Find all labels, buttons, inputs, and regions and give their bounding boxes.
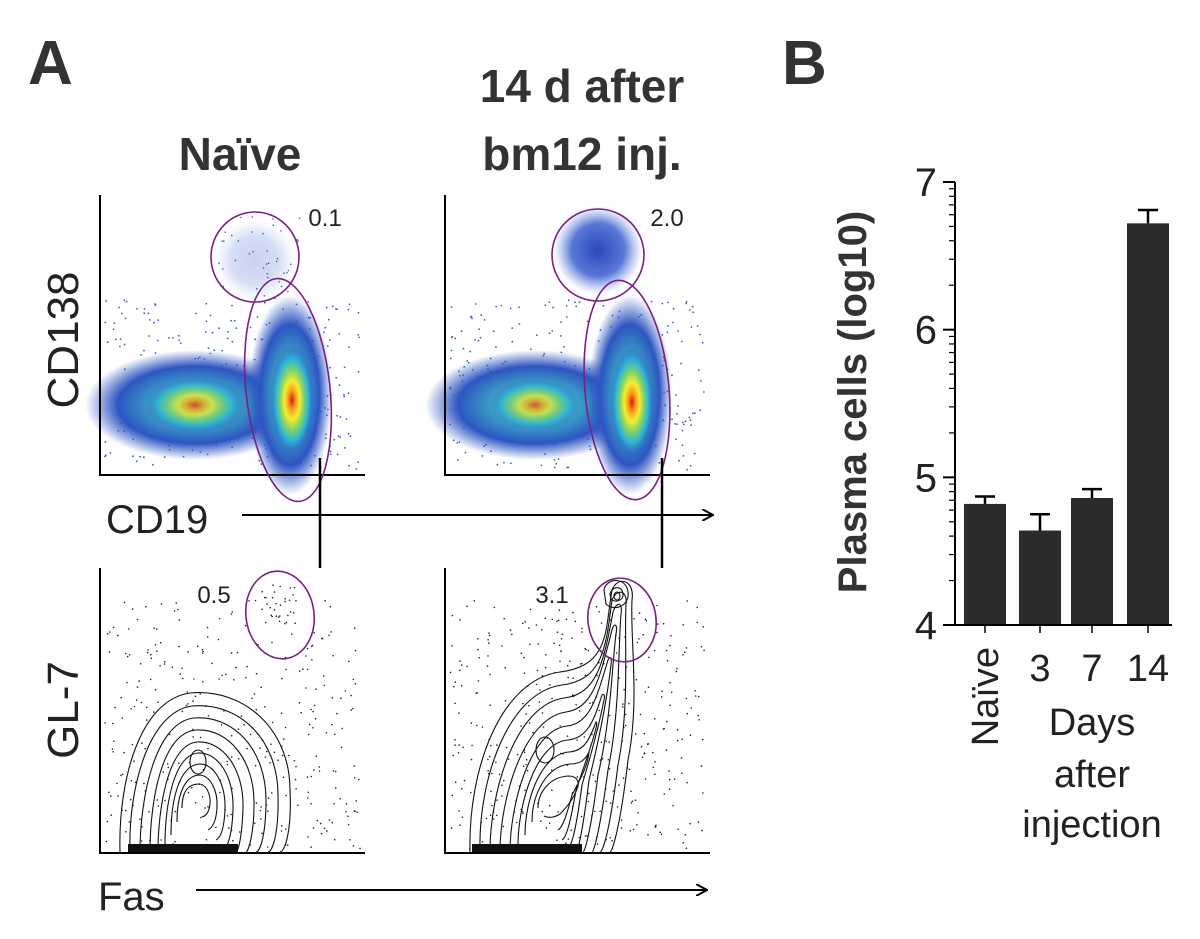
gate-cd19-naive bbox=[243, 277, 333, 503]
bar-0 bbox=[964, 503, 1006, 625]
bar-chart-y-tick-label: 4 bbox=[915, 604, 937, 648]
gate-cd138-treated bbox=[551, 208, 645, 302]
gate-value-naive-gl7: 0.5 bbox=[197, 582, 230, 609]
gate-value-naive-cd138: 0.1 bbox=[308, 205, 341, 232]
gate-value-treated-cd138: 2.0 bbox=[650, 205, 683, 232]
gate-value-treated-gl7: 3.1 bbox=[535, 582, 568, 609]
gate-gl7-treated bbox=[587, 577, 657, 663]
bar-chart-x-category-label: 7 bbox=[1081, 648, 1102, 690]
bar-chart-y-tick-label: 7 bbox=[915, 161, 937, 205]
bar-chart-x-categories: Naïve 3 7 14 bbox=[965, 625, 1169, 746]
bar-chart-x-category-label: 3 bbox=[1029, 648, 1050, 690]
column-header-treated-line1: 14 d after bbox=[480, 60, 685, 112]
bar-chart-x-category-label: 14 bbox=[1127, 648, 1169, 690]
flow-plot-treated-cd138: 2.0 bbox=[425, 195, 710, 501]
x-axis-label-fas: Fas bbox=[98, 875, 165, 919]
x-axis-label-cd19: CD19 bbox=[106, 498, 208, 542]
bar-chart-x-label-line2: after bbox=[1054, 754, 1130, 796]
bar-chart-y-tick-label: 6 bbox=[915, 309, 937, 353]
bar-chart-y-label: Plasma cells (log10) bbox=[831, 211, 875, 593]
bar-chart-x-category-label: Naïve bbox=[965, 647, 1007, 746]
y-axis-label-cd138: CD138 bbox=[39, 272, 88, 409]
gate-gl7-naive bbox=[244, 570, 316, 660]
flow-plot-treated-gl7: 3.1 bbox=[444, 568, 710, 854]
flow-plot-naive-cd138: 0.1 bbox=[85, 195, 365, 503]
bar-2 bbox=[1071, 498, 1113, 625]
y-axis-label-gl7: GL-7 bbox=[39, 661, 88, 759]
column-header-naive: Naïve bbox=[179, 128, 302, 180]
bar-chart-bars bbox=[955, 208, 1172, 626]
flow-plot-naive-gl7: 0.5 bbox=[99, 568, 365, 854]
panel-letter-a: A bbox=[28, 29, 73, 98]
panel-letter-b: B bbox=[782, 29, 827, 98]
bar-chart-y-axis: 4 5 6 7 bbox=[915, 161, 956, 648]
bar-chart-y-tick-label: 5 bbox=[915, 456, 937, 500]
bar-3 bbox=[1127, 223, 1169, 625]
bar-chart-x-label-line3: injection bbox=[1022, 804, 1161, 846]
bar-chart-x-label-line1: Days bbox=[1049, 702, 1136, 744]
column-header-treated-line2: bm12 inj. bbox=[482, 128, 681, 180]
bar-1 bbox=[1019, 530, 1061, 625]
gate-cd19-treated bbox=[583, 279, 671, 501]
